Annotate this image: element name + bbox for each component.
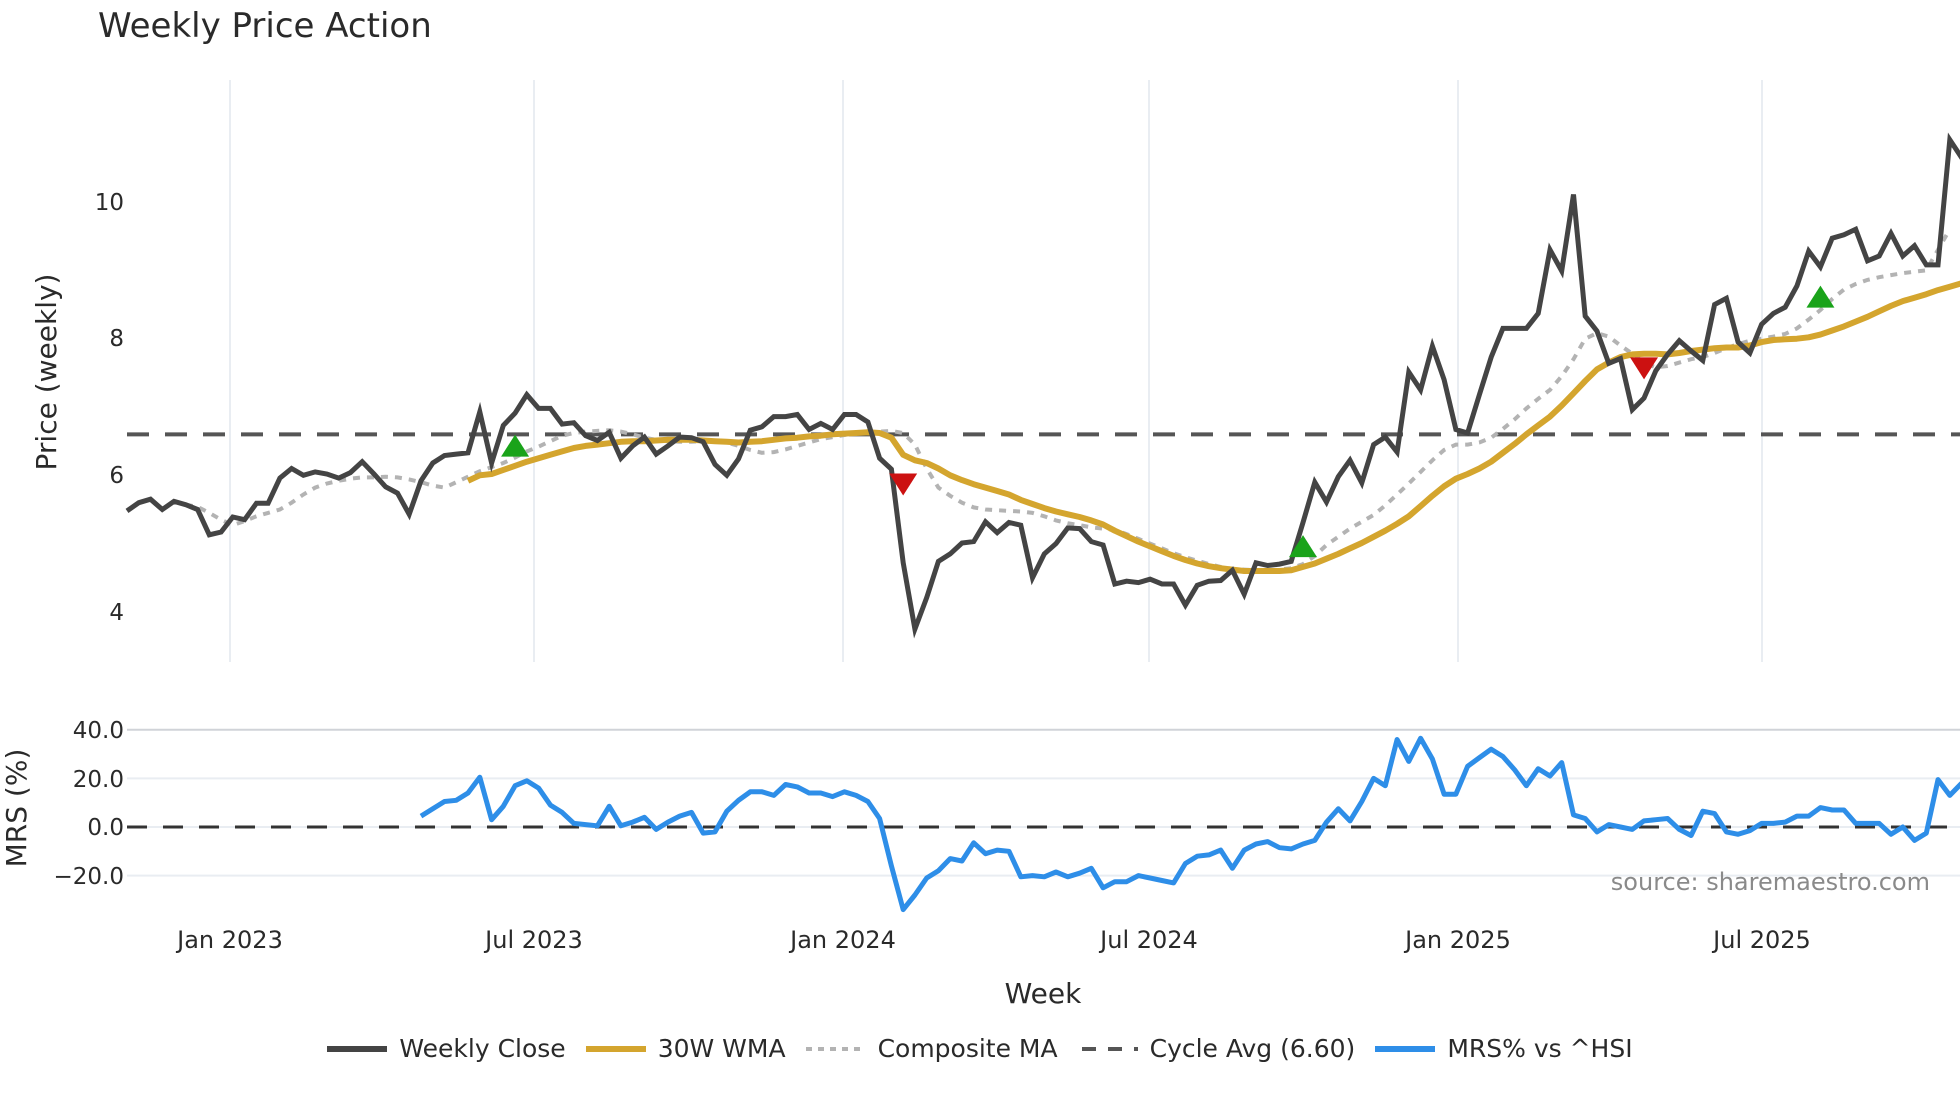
mrs-ytick: 0.0 — [87, 815, 124, 841]
x-ticks: Jan 2023 Jul 2023 Jan 2024 Jul 2024 Jan … — [175, 926, 1811, 954]
source-annotation: source: sharemaestro.com — [1611, 868, 1930, 896]
wma-line — [466, 280, 1960, 574]
xtick-label: Jan 2024 — [788, 926, 896, 954]
sell-triangle-icon — [889, 473, 918, 496]
mrs-ytick: 20.0 — [73, 767, 124, 793]
xtick-label: Jul 2025 — [1711, 926, 1811, 954]
mrs-series — [127, 735, 1960, 913]
buy-triangle-icon — [1806, 285, 1835, 308]
sell-triangle-icon — [1630, 357, 1659, 380]
price-y-ticks: 4 6 8 10 — [95, 190, 124, 626]
legend-item-composite-ma[interactable]: Composite MA — [805, 1034, 1058, 1063]
price-ytick: 6 — [109, 463, 124, 489]
signal-markers — [501, 285, 1835, 558]
legend-label: Cycle Avg (6.60) — [1149, 1034, 1356, 1063]
price-y-axis-title: Price (weekly) — [30, 274, 63, 471]
price-ytick: 4 — [109, 600, 124, 626]
mrs-ytick: 40.0 — [73, 718, 124, 744]
legend-label: Composite MA — [877, 1034, 1058, 1063]
legend-label: Weekly Close — [399, 1034, 566, 1063]
buy-triangle-icon — [1289, 535, 1317, 558]
legend-item-mrs[interactable]: MRS% vs ^HSI — [1375, 1034, 1633, 1063]
legend-label: 30W WMA — [657, 1034, 786, 1063]
price-ytick: 8 — [109, 326, 124, 352]
buy-triangle-icon — [501, 434, 530, 457]
weekly-close-line — [125, 132, 1960, 639]
legend-item-cycle-avg[interactable]: Cycle Avg (6.60) — [1078, 1034, 1356, 1063]
price-series — [125, 132, 1960, 639]
xtick-label: Jan 2025 — [1403, 926, 1511, 954]
dotted-line-icon — [805, 1046, 866, 1051]
price-ytick: 10 — [95, 190, 124, 216]
solid-line-icon — [327, 1045, 388, 1052]
dashed-line-icon — [1081, 1046, 1138, 1051]
xtick-label: Jul 2024 — [1098, 926, 1198, 954]
mrs-ytick: −20.0 — [54, 864, 124, 890]
mrs-y-ticks: −20.0 0.0 20.0 40.0 — [54, 718, 124, 890]
chart-title: Weekly Price Action — [98, 6, 432, 46]
price-gridlines — [229, 80, 1763, 662]
legend-item-weekly-close[interactable]: Weekly Close — [327, 1034, 566, 1063]
xtick-label: Jul 2023 — [483, 926, 583, 954]
mrs-line — [419, 735, 1960, 913]
solid-line-icon — [1375, 1045, 1436, 1052]
composite-ma-line — [185, 228, 1952, 574]
mrs-gridlines — [127, 728, 1960, 877]
legend-item-30w-wma[interactable]: 30W WMA — [585, 1034, 786, 1063]
legend: Weekly Close 30W WMA Composite MA Cycle … — [0, 1034, 1960, 1063]
x-axis-title: Week — [1005, 977, 1082, 1010]
xtick-label: Jan 2023 — [175, 926, 283, 954]
legend-label: MRS% vs ^HSI — [1447, 1034, 1633, 1063]
mrs-y-axis-title: MRS (%) — [0, 749, 33, 868]
solid-line-icon — [585, 1045, 646, 1052]
